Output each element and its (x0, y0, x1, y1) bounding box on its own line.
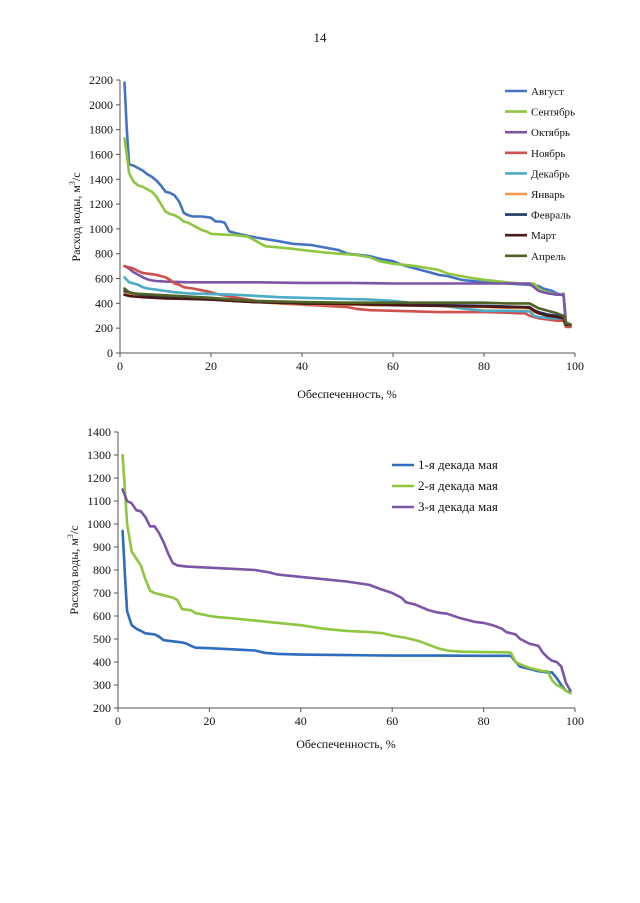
y-tick-label: 1800 (89, 123, 113, 137)
y-axis-title: Расход воды, м3/с (68, 172, 83, 261)
y-tick-label: 1600 (89, 147, 113, 161)
y-tick-label: 0 (107, 346, 113, 360)
legend-label: Январь (531, 189, 565, 201)
y-tick-label: 1000 (87, 517, 111, 531)
x-tick-label: 80 (478, 359, 490, 373)
legend-label: 3-я декада мая (418, 499, 498, 514)
series-group (121, 453, 572, 695)
y-axis: 200 300 400 500 600 700 800 900 1000 1100 1200 1300… (87, 425, 119, 715)
x-tick-label: 100 (566, 714, 584, 728)
y-tick-label: 1100 (87, 494, 111, 508)
series-line (123, 276, 572, 327)
y-tick-label: 900 (93, 540, 111, 554)
series-line (123, 264, 572, 326)
x-tick-label: 100 (566, 359, 584, 373)
series-line (123, 137, 572, 326)
series-line (121, 529, 572, 695)
series-line (121, 453, 572, 695)
x-axis: 0 20 40 60 80 100 (117, 352, 584, 373)
x-axis-title: Обеспеченность, % (297, 387, 397, 401)
chart-monthly-discharge: 0200400600800100012001400160018002000220… (68, 73, 584, 401)
x-tick-label: 40 (295, 714, 307, 728)
y-tick-label: 200 (95, 321, 113, 335)
legend-label: Март (531, 230, 556, 242)
y-tick-label: 2000 (89, 98, 113, 112)
x-tick-label: 40 (296, 359, 308, 373)
legend: Август Сентябрь Октябрь Ноябрь Декабрь Январь… (505, 86, 575, 263)
chart-may-decades-discharge: 2003004005006007008009001000110012001300… (66, 425, 584, 751)
page-number: 14 (313, 30, 327, 45)
y-tick-label: 400 (95, 296, 113, 310)
y-axis-title: Расход воды, м3/с (66, 525, 81, 614)
y-tick-label: 600 (93, 609, 111, 623)
y-tick-label: 200 (93, 701, 111, 715)
y-tick-label: 1300 (87, 448, 111, 462)
y-tick-label: 800 (95, 247, 113, 261)
y-tick-label: 600 (95, 272, 113, 286)
x-tick-label: 0 (117, 359, 123, 373)
legend-label: Февраль (531, 210, 571, 222)
y-tick-label: 2200 (89, 73, 113, 87)
y-tick-label: 500 (93, 632, 111, 646)
legend-label: Август (531, 86, 564, 98)
series-group (123, 81, 572, 329)
x-tick-label: 0 (115, 714, 121, 728)
y-tick-label: 700 (93, 586, 111, 600)
y-tick-label: 1200 (89, 197, 113, 211)
x-tick-label: 60 (386, 714, 398, 728)
y-tick-label: 400 (93, 655, 111, 669)
y-tick-label: 1000 (89, 222, 113, 236)
series-line (123, 287, 572, 326)
legend-label: Ноябрь (531, 148, 565, 160)
legend-label: Декабрь (531, 168, 570, 180)
legend-label: 2-я декада мая (418, 478, 498, 493)
x-tick-label: 20 (205, 359, 217, 373)
legend-label: Октябрь (531, 127, 570, 139)
y-tick-label: 1200 (87, 471, 111, 485)
x-tick-label: 20 (203, 714, 215, 728)
legend: 1-я декада мая 2-я декада мая 3-я декада м… (392, 457, 498, 514)
y-axis: 0 200 400 600 800 1000 1200 1400 1600 1800 2000 220… (89, 73, 121, 360)
legend-label: Сентябрь (531, 107, 575, 119)
series-line (121, 488, 572, 693)
x-axis: 0 20 40 60 80 100 (115, 707, 584, 728)
x-tick-label: 80 (478, 714, 490, 728)
y-tick-label: 1400 (89, 172, 113, 186)
x-tick-label: 60 (387, 359, 399, 373)
legend-label: 1-я декада мая (418, 457, 498, 472)
series-line (123, 293, 572, 327)
y-tick-label: 300 (93, 678, 111, 692)
legend-label: Апрель (531, 251, 566, 263)
x-axis-title: Обеспеченность, % (296, 737, 396, 751)
y-tick-label: 1400 (87, 425, 111, 439)
y-tick-label: 800 (93, 563, 111, 577)
